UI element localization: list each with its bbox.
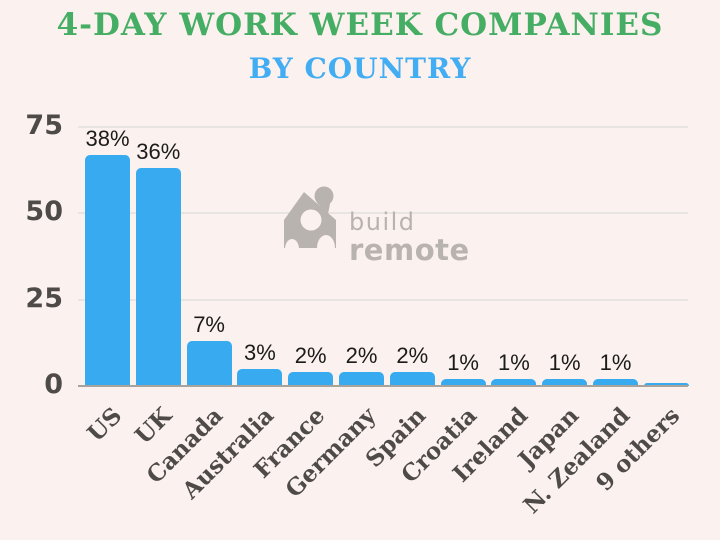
chart-subtitle: BY COUNTRY bbox=[248, 52, 472, 85]
bar-value-label: 2% bbox=[345, 343, 378, 369]
x-axis-line bbox=[78, 385, 688, 387]
bar bbox=[542, 379, 588, 386]
y-tick-label: 75 bbox=[25, 110, 63, 141]
bar bbox=[593, 379, 638, 386]
bar bbox=[440, 379, 486, 386]
bar bbox=[491, 379, 537, 386]
watermark-remote-label: remote bbox=[349, 233, 470, 267]
y-tick-label: 25 bbox=[25, 282, 63, 314]
gridline bbox=[78, 126, 688, 128]
bar bbox=[186, 341, 232, 386]
bar-value-label: 2% bbox=[294, 343, 327, 369]
bar bbox=[339, 372, 384, 386]
watermark-build-label: build bbox=[349, 208, 416, 236]
bar bbox=[85, 154, 130, 386]
gridline bbox=[78, 212, 688, 215]
bar-value-label: 36% bbox=[136, 139, 181, 165]
bar bbox=[288, 372, 334, 386]
bar-value-label: 3% bbox=[243, 339, 276, 365]
bar bbox=[237, 368, 283, 386]
bar-value-label: 1% bbox=[447, 350, 479, 376]
y-tick-label: 50 bbox=[25, 196, 63, 228]
chart-title: 4-DAY WORK WEEK COMPANIES bbox=[56, 7, 664, 43]
bar-value-label: 1% bbox=[497, 350, 530, 376]
y-tick-label: 0 bbox=[44, 369, 63, 400]
buildremote-house-person-icon bbox=[284, 186, 336, 250]
bar-value-label: 2% bbox=[396, 343, 429, 369]
watermark-text: build remote bbox=[349, 210, 470, 265]
buildremote-watermark: build remote bbox=[284, 186, 470, 265]
bar-value-label: 1% bbox=[599, 350, 632, 376]
bar bbox=[389, 372, 435, 386]
gridline bbox=[78, 298, 688, 301]
bar-value-label: 7% bbox=[193, 312, 225, 338]
bar-value-label: 38% bbox=[85, 125, 130, 151]
bar-value-label: 1% bbox=[548, 350, 581, 376]
bar bbox=[643, 382, 689, 386]
bar bbox=[135, 168, 181, 386]
